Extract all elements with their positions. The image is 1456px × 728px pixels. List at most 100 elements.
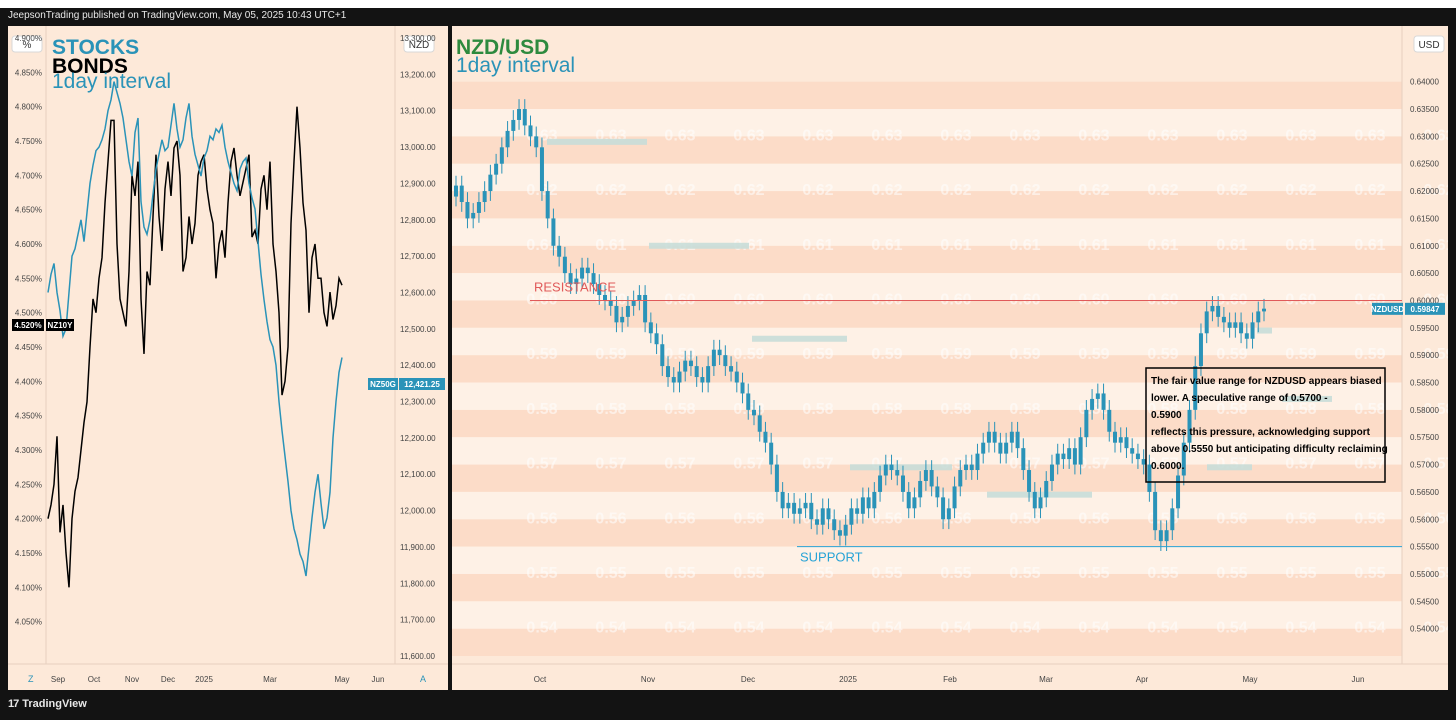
right-x-tick-label: Apr [1136,675,1149,684]
auto-scale-z-button[interactable]: Z [28,674,34,684]
candle-body [637,294,642,301]
left-y-tick-label: 4.550% [15,274,42,283]
price-watermark-label: 0.62 [802,182,833,199]
candle-body [1118,437,1123,443]
nzd-unit-label: NZD [409,40,430,51]
price-band-light [452,437,1402,465]
annotation-line: above 0.5550 but anticipating difficulty… [1151,444,1388,455]
annotation-box[interactable] [1145,367,1386,483]
candles-group [454,99,1266,551]
price-watermark-label: 0.61 [1078,237,1109,254]
percent-unit-box[interactable] [11,35,43,53]
candle-body [1009,431,1014,443]
price-watermark-label: 0.59 [664,346,695,363]
stocks-bonds-chart[interactable]: % NZD STOCKS BONDS 1day interval 4.050% 4… [8,26,448,690]
price-watermark-label: 0.57 [1078,456,1109,473]
price-band-light [452,382,1402,410]
nzdusd-chart[interactable]: 0.54 0.54 0.54 0.54 0.54 0.54 0.54 0.54 0.54 0.54… [452,26,1448,690]
candle-body [797,508,802,514]
price-watermark-label: 0.62 [1423,182,1448,199]
auto-scale-a-button[interactable]: A [420,674,426,684]
candle-body [476,202,481,213]
candle-body [1147,464,1152,492]
left-y-tick-label: 4.800% [15,103,42,112]
candle-body [625,305,630,317]
price-tick-label: 0.61000 [1410,242,1439,251]
candle-body [855,508,860,514]
price-watermark-label: 0.54 [664,620,695,637]
price-watermark-label: 0.57 [1354,456,1385,473]
candle-body [975,453,980,471]
price-watermark-label: 0.54 [1078,620,1109,637]
price-watermark-label: 0.55 [871,565,902,582]
right-y-tick-label: 13,000.00 [400,143,436,152]
candle-body [1141,459,1146,465]
right-y-tick-label: 11,800.00 [400,579,436,588]
price-band [452,409,1402,438]
left-y-tick-label: 4.350% [15,412,42,421]
price-watermark-label: 0.61 [595,237,626,254]
price-zone [987,491,1092,498]
right-x-tick-label: Mar [1039,675,1053,684]
price-tick-label: 0.54000 [1410,625,1439,634]
NZ10Y-line [47,106,343,588]
right-y-tick-label: 12,500.00 [400,325,436,334]
left-x-tick-label: May [334,675,349,684]
candle-body [769,442,774,465]
last-price-tag: NZDUSD 0.59847 [1371,302,1445,315]
candle-body [1244,333,1249,339]
nzd-unit-box[interactable] [403,35,435,53]
left-y-tick-label: 4.300% [15,446,42,455]
candle-body [1084,409,1089,438]
price-watermark-label: 0.62 [1354,182,1385,199]
candle-body [471,212,476,219]
right-x-tick-label: Nov [641,675,655,684]
annotation-line: The fair value range for NZDUSD appears … [1151,376,1382,387]
price-watermark-label: 0.59 [595,346,626,363]
footer-brand: 17 TradingView [8,696,87,712]
candle-body [1101,393,1106,410]
candle-body [1021,448,1026,471]
right-y-tick-label: 12,600.00 [400,288,436,297]
price-watermark-label: 0.54 [595,620,626,637]
price-tag-value: 0.59847 [1411,305,1440,314]
price-band [452,245,1402,274]
resistance-label: RESISTANCE [534,279,616,294]
candle-body [1004,442,1009,454]
highlight-zones [547,138,1332,498]
candle-body [700,377,705,383]
candle-body [591,273,596,285]
price-watermark-label: 0.56 [1423,510,1448,527]
annotation-line: 0.5900 [1151,410,1182,421]
candle-body [1256,311,1261,323]
price-watermark-label: 0.61 [940,237,971,254]
candle-body [551,218,556,246]
candle-body [1055,453,1060,465]
price-tick-label: 0.63500 [1410,105,1439,114]
price-band [452,573,1402,602]
candle-body [1130,448,1135,454]
left-x-tick-label: Mar [263,675,277,684]
candle-body [1095,393,1100,399]
candle-body [900,475,905,492]
candle-body [981,442,986,454]
price-tick-label: 0.56000 [1410,515,1439,524]
candle-body [568,273,573,285]
usd-unit-box[interactable] [1413,35,1445,53]
left-y-tick-label: 4.600% [15,240,42,249]
right-x-tick-label: Dec [741,675,755,684]
right-x-tick-label: Oct [534,675,547,684]
price-watermark-label: 0.56 [1354,510,1385,527]
candle-body [826,508,831,520]
candle-body [780,491,785,509]
price-watermark-label: 0.63 [664,127,695,144]
right-y-tick-label: 12,900.00 [400,179,436,188]
price-watermark-label: 0.55 [1216,565,1247,582]
price-watermark-label: 0.54 [1423,620,1448,637]
price-watermark-label: 0.58 [1354,401,1385,418]
candle-body [454,185,458,197]
price-watermark-label: 0.63 [1354,127,1385,144]
candle-body [832,519,837,531]
candle-body [878,475,883,492]
price-band-light [452,109,1402,137]
